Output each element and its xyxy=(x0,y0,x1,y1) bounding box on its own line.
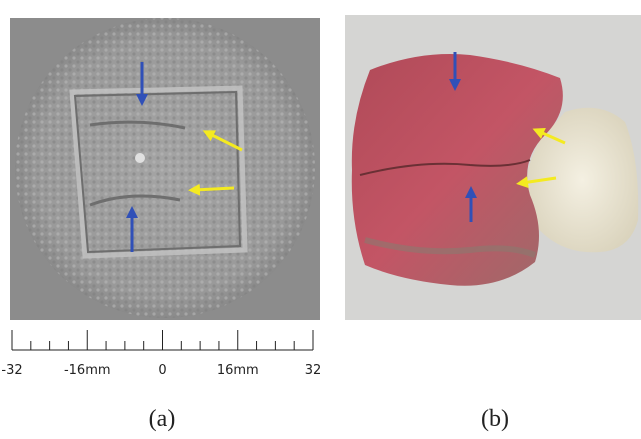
tick-label: -16mm xyxy=(64,363,111,378)
image-a xyxy=(10,18,320,320)
figure: -32 -16mm 0 16mm 32 (a) (b) xyxy=(0,0,641,439)
caption: (a) xyxy=(149,406,176,432)
tick-label: 0 xyxy=(158,363,166,378)
image-b xyxy=(345,15,641,320)
tick-label: 16mm xyxy=(217,363,259,378)
scale-bar: -32 -16mm 0 16mm 32 xyxy=(1,330,321,378)
caption: (b) xyxy=(481,406,509,432)
tick-label: -32 xyxy=(1,363,22,378)
tick-label: 32 xyxy=(305,363,322,378)
